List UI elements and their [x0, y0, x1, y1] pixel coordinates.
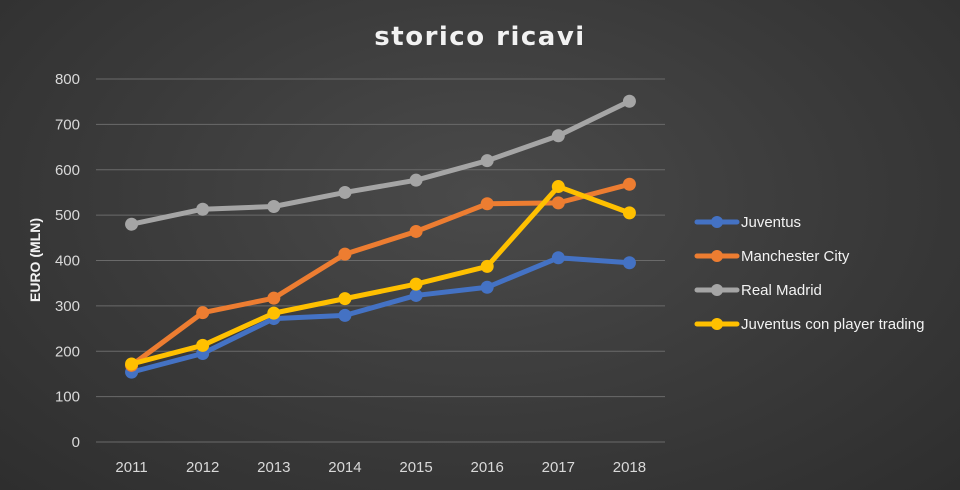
legend-entry: Real Madrid — [694, 282, 822, 299]
y-tick-label: 400 — [55, 253, 80, 270]
x-tick-label: 2012 — [186, 459, 219, 476]
x-tick-label: 2011 — [115, 459, 147, 476]
data-point — [622, 206, 636, 220]
data-point — [480, 280, 494, 294]
data-point — [480, 197, 494, 211]
data-point — [409, 288, 423, 302]
data-point — [551, 196, 565, 210]
data-point — [338, 292, 352, 306]
data-point — [551, 251, 565, 265]
data-point — [551, 129, 565, 143]
data-point — [622, 256, 636, 270]
legend-marker-swatch — [711, 284, 723, 296]
data-point — [338, 308, 352, 322]
series-3 — [125, 94, 636, 231]
legend-entry: Juventus con player trading — [694, 316, 924, 333]
x-tick-label: 2016 — [471, 459, 504, 476]
data-point — [480, 259, 494, 273]
data-point — [125, 217, 139, 231]
legend: Juventus Manchester City Real Madrid Juvent… — [694, 214, 924, 333]
legend-entry: Manchester City — [694, 248, 850, 265]
series-line — [129, 255, 632, 375]
x-axis-ticks: 2011 2012 2013 2014 2015 2016 2017 2018 — [115, 459, 646, 476]
data-point — [622, 94, 636, 108]
chart-title: storico ricavi — [374, 22, 585, 52]
y-tick-label: 600 — [55, 162, 80, 179]
y-axis-label: EURO (MLN) — [27, 218, 43, 302]
data-point — [196, 306, 210, 320]
data-point — [267, 291, 281, 305]
x-tick-label: 2017 — [542, 459, 575, 476]
y-axis-ticks: 0 100 200 300 400 500 600 700 800 — [55, 71, 80, 451]
series-layer — [125, 94, 636, 379]
legend-marker-swatch — [711, 216, 723, 228]
series-line — [129, 184, 632, 367]
series-line — [129, 98, 632, 227]
gridlines — [96, 78, 665, 443]
y-tick-label: 500 — [55, 207, 80, 224]
y-tick-label: 0 — [72, 434, 80, 451]
data-point — [267, 306, 281, 320]
x-tick-label: 2013 — [257, 459, 290, 476]
legend-label: Juventus — [741, 214, 801, 231]
legend-label: Manchester City — [741, 248, 850, 265]
y-tick-label: 200 — [55, 343, 80, 360]
data-point — [338, 247, 352, 261]
x-tick-label: 2018 — [613, 459, 646, 476]
data-point — [409, 277, 423, 291]
data-point — [622, 177, 636, 191]
data-point — [409, 173, 423, 187]
legend-entry: Juventus — [694, 214, 801, 231]
x-tick-label: 2015 — [399, 459, 432, 476]
data-point — [551, 180, 565, 194]
legend-label: Juventus con player trading — [741, 316, 924, 333]
legend-marker-swatch — [711, 318, 723, 330]
x-tick-label: 2014 — [328, 459, 361, 476]
data-point — [125, 357, 139, 371]
series-4 — [125, 180, 636, 371]
y-tick-label: 100 — [55, 389, 80, 406]
legend-marker-swatch — [711, 250, 723, 262]
data-point — [338, 185, 352, 199]
data-point — [409, 224, 423, 238]
y-tick-label: 300 — [55, 298, 80, 315]
data-point — [196, 338, 210, 352]
legend-label: Real Madrid — [741, 282, 822, 299]
y-tick-label: 800 — [55, 71, 80, 88]
y-tick-label: 700 — [55, 116, 80, 133]
data-point — [480, 154, 494, 168]
data-point — [267, 200, 281, 214]
data-point — [196, 202, 210, 216]
